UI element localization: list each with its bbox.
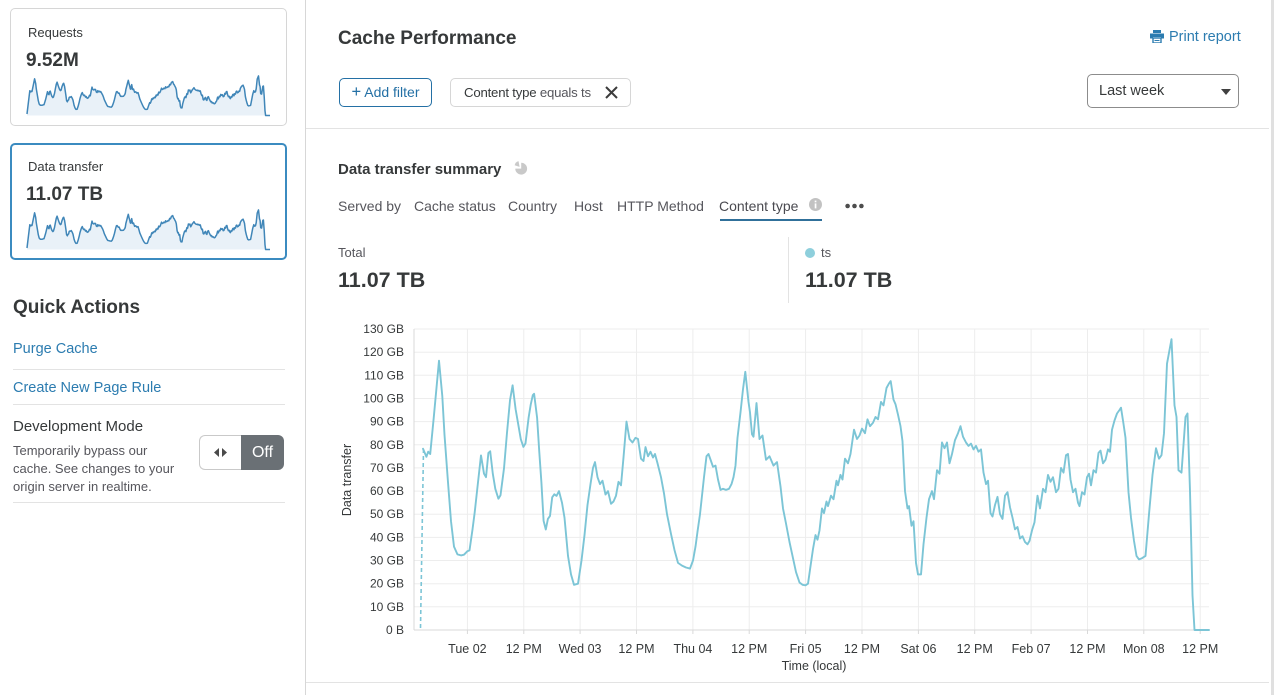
svg-text:20 GB: 20 GB [370,577,404,591]
svg-text:110 GB: 110 GB [364,368,404,382]
svg-text:60 GB: 60 GB [370,484,404,498]
svg-text:Time (local): Time (local) [782,659,847,673]
svg-text:130 GB: 130 GB [363,322,404,336]
svg-text:12 PM: 12 PM [731,642,767,656]
svg-text:Feb 07: Feb 07 [1012,642,1051,656]
svg-text:10 GB: 10 GB [370,600,404,614]
svg-text:Data transfer: Data transfer [340,444,354,516]
svg-text:120 GB: 120 GB [363,345,404,359]
svg-text:Tue 02: Tue 02 [448,642,487,656]
svg-text:70 GB: 70 GB [370,461,404,475]
svg-text:Mon 08: Mon 08 [1123,642,1165,656]
svg-text:12 PM: 12 PM [1182,642,1218,656]
svg-text:80 GB: 80 GB [370,438,404,452]
svg-text:12 PM: 12 PM [844,642,880,656]
svg-text:12 PM: 12 PM [1069,642,1105,656]
svg-text:40 GB: 40 GB [370,530,404,544]
svg-text:12 PM: 12 PM [506,642,542,656]
svg-text:90 GB: 90 GB [370,415,404,429]
svg-text:Thu 04: Thu 04 [673,642,712,656]
svg-text:Wed 03: Wed 03 [559,642,602,656]
svg-text:Sat 06: Sat 06 [900,642,936,656]
svg-text:30 GB: 30 GB [370,554,404,568]
svg-text:0 B: 0 B [386,623,404,637]
svg-text:12 PM: 12 PM [957,642,993,656]
svg-text:100 GB: 100 GB [363,392,404,406]
svg-text:50 GB: 50 GB [370,507,404,521]
svg-text:Fri 05: Fri 05 [790,642,822,656]
svg-text:12 PM: 12 PM [618,642,654,656]
